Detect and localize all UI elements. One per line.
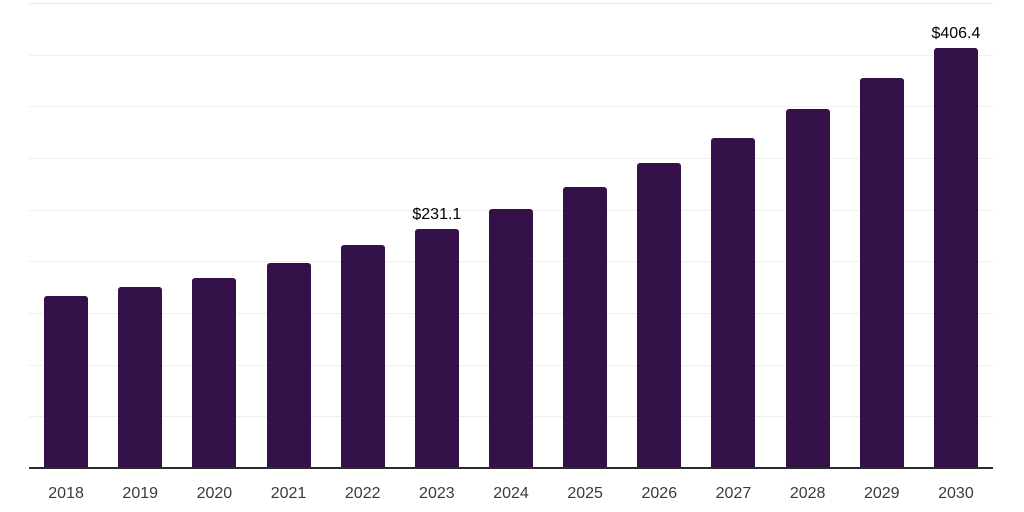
x-tick-label-2022: 2022 <box>344 485 381 502</box>
x-tick-label-2021: 2021 <box>270 485 307 502</box>
bar-2027 <box>711 138 756 468</box>
bar-value-label-2023: $231.1 <box>412 206 462 224</box>
bar-2021 <box>266 263 311 468</box>
x-tick-label-2026: 2026 <box>641 485 678 502</box>
x-tick-label-2029: 2029 <box>863 485 900 502</box>
bar-2025 <box>563 186 608 468</box>
bar-2020 <box>192 277 237 468</box>
bar-2018 <box>44 296 89 468</box>
x-tick-label-2025: 2025 <box>567 485 603 502</box>
gridline <box>29 158 993 159</box>
x-tick-label-2028: 2028 <box>789 485 826 502</box>
bar-2028 <box>785 109 830 468</box>
bar-value-label-2030: $406.4 <box>931 25 981 43</box>
bar-2030 <box>933 48 978 468</box>
x-tick-label-2024: 2024 <box>493 485 529 502</box>
bar-2019 <box>118 287 163 468</box>
bar-2029 <box>859 78 904 468</box>
x-tick-label-2027: 2027 <box>715 485 752 502</box>
bar-2023 <box>414 229 459 468</box>
bar-2026 <box>637 163 682 468</box>
bar-2024 <box>489 208 533 468</box>
gridline <box>29 54 993 56</box>
x-tick-label-2030: 2030 <box>938 485 974 502</box>
x-tick-label-2023: 2023 <box>419 485 455 502</box>
gridline <box>29 106 993 108</box>
x-tick-label-2019: 2019 <box>122 485 159 502</box>
gridline <box>29 3 993 4</box>
x-tick-label-2018: 2018 <box>48 485 84 502</box>
x-axis-line <box>29 467 993 469</box>
bar-2022 <box>340 244 385 468</box>
x-tick-label-2020: 2020 <box>196 485 233 502</box>
